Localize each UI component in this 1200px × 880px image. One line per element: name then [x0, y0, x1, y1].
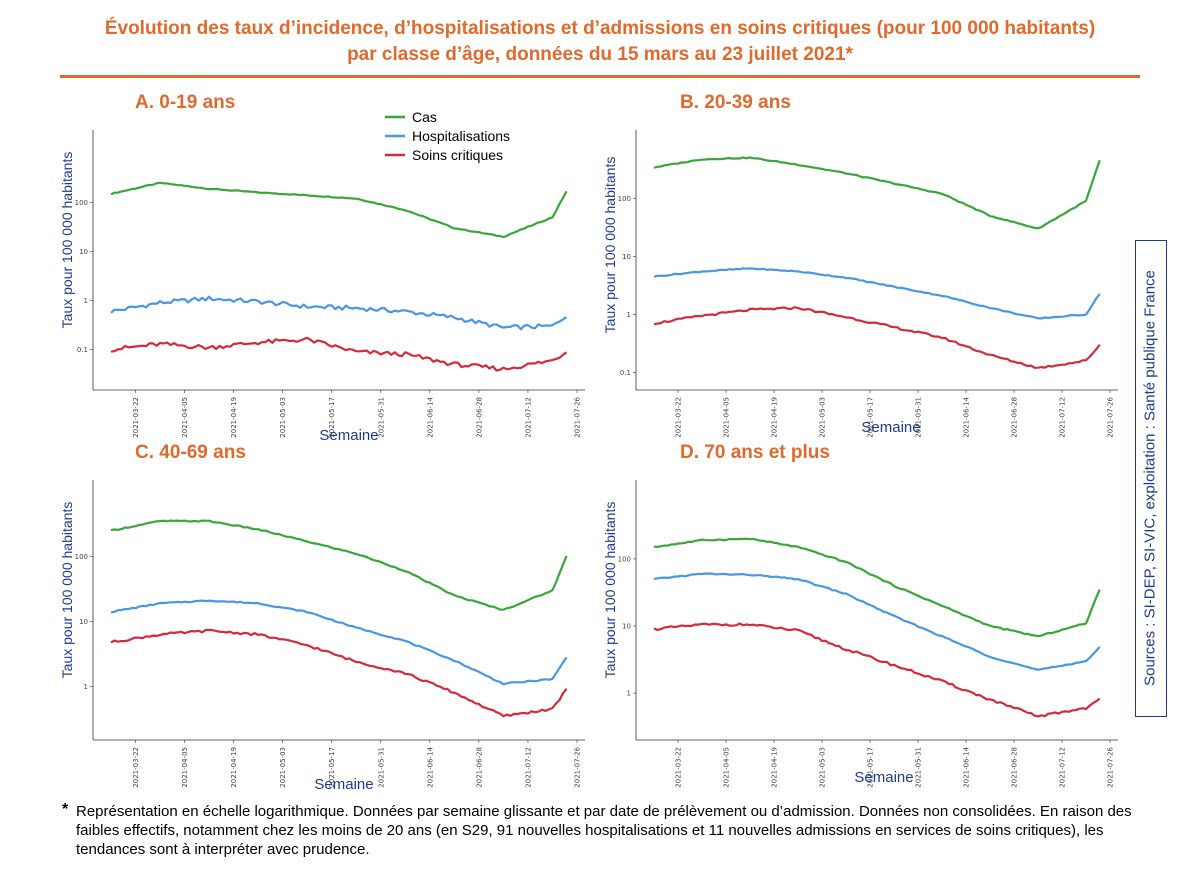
x-axis-label: Semaine: [319, 427, 378, 444]
series-line-soins-critiques: [653, 306, 1101, 369]
footnote: * Représentation en échelle logarithmiqu…: [62, 801, 1142, 859]
x-tick-label: 2021-07-26: [1107, 396, 1115, 437]
series-line-hospitalisations: [653, 572, 1101, 671]
x-tick-label: 2021-07-26: [574, 746, 582, 787]
x-tick-label: 2021-05-17: [328, 747, 336, 788]
y-tick-label: 1: [627, 690, 631, 698]
x-tick-label: 2021-03-22: [132, 747, 140, 788]
x-tick-label: 2021-06-28: [1011, 747, 1019, 788]
series-line-soins-critiques: [110, 336, 568, 372]
x-tick-label: 2021-03-22: [675, 397, 683, 438]
x-tick-label: 2021-04-19: [771, 747, 779, 788]
x-tick-label: 2021-07-12: [1059, 397, 1067, 438]
y-tick-label: 1: [84, 297, 88, 305]
panel-title: B. 20-39 ans: [680, 92, 791, 113]
series-line-cas: [653, 156, 1101, 230]
x-tick-label: 2021-04-05: [181, 747, 189, 788]
x-tick-label: 2021-05-03: [279, 397, 287, 438]
x-tick-label: 2021-06-28: [475, 747, 483, 788]
y-axis-label: Taux pour 100 000 habitants: [59, 152, 75, 329]
x-tick-label: 2021-06-14: [963, 396, 971, 437]
x-tick-label: 2021-04-05: [723, 397, 731, 438]
legend-label-soins-critiques: Soins critiques: [412, 147, 503, 163]
y-tick-label: 10: [622, 623, 631, 631]
y-axis-label: Taux pour 100 000 habitants: [602, 157, 618, 334]
y-tick-label: 1: [627, 311, 631, 319]
y-tick-label: 0.1: [77, 346, 88, 354]
source-note: Sources : SI-DEP, SI-VIC, exploitation :…: [1141, 270, 1159, 686]
legend-label-hospitalisations: Hospitalisations: [412, 128, 510, 144]
series-line-hospitalisations: [653, 267, 1101, 320]
x-tick-label: 2021-07-12: [524, 747, 532, 788]
footnote-text: Représentation en échelle logarithmique.…: [76, 803, 1132, 858]
legend: Cas Hospitalisations Soins critiques: [385, 109, 510, 163]
x-tick-label: 2021-03-22: [132, 397, 140, 438]
y-axis-label: Taux pour 100 000 habitants: [59, 502, 75, 679]
x-tick-label: 2021-06-14: [963, 746, 971, 787]
x-tick-label: 2021-04-19: [230, 397, 238, 438]
y-axis-label: Taux pour 100 000 habitants: [602, 502, 618, 679]
y-tick-label: 10: [79, 618, 88, 626]
series-line-cas: [110, 181, 568, 239]
series-line-hospitalisations: [110, 295, 568, 331]
x-tick-label: 2021-05-03: [279, 747, 287, 788]
x-tick-label: 2021-04-05: [181, 397, 189, 438]
x-tick-label: 2021-06-28: [1011, 397, 1019, 438]
x-tick-label: 2021-04-05: [723, 747, 731, 788]
y-tick-label: 10: [79, 248, 88, 256]
x-tick-label: 2021-05-17: [328, 397, 336, 438]
x-tick-label: 2021-05-31: [377, 747, 385, 788]
x-tick-label: 2021-06-28: [475, 397, 483, 438]
series-line-soins-critiques: [653, 622, 1101, 718]
series-line-soins-critiques: [110, 628, 568, 718]
series-line-cas: [110, 519, 568, 611]
source-box: [1135, 240, 1167, 717]
series-line-hospitalisations: [110, 599, 568, 686]
y-tick-label: 100: [75, 553, 88, 561]
page-title: Évolution des taux d’incidence, d’hospit…: [0, 16, 1200, 68]
x-tick-label: 2021-05-17: [867, 747, 875, 788]
panel-title: D. 70 ans et plus: [680, 442, 830, 463]
y-tick-label: 100: [618, 555, 631, 563]
x-tick-label: 2021-06-14: [426, 396, 434, 437]
chart-panel-1: 0.1 1 10 100 2021-03-22 2021-04-05 2021-04-19 2…: [59, 92, 585, 444]
footnote-star: *: [62, 801, 69, 818]
x-tick-label: 2021-05-31: [915, 747, 923, 788]
y-tick-label: 0.1: [620, 369, 631, 377]
y-tick-label: 100: [75, 199, 88, 207]
x-tick-label: 2021-05-31: [377, 397, 385, 438]
x-axis-label: Semaine: [854, 769, 913, 786]
x-tick-label: 2021-04-19: [230, 747, 238, 788]
x-tick-label: 2021-07-26: [574, 396, 582, 437]
x-tick-label: 2021-05-03: [819, 747, 827, 788]
panel-title: C. 40-69 ans: [135, 442, 246, 463]
title-line-1: Évolution des taux d’incidence, d’hospit…: [104, 18, 1096, 39]
x-tick-label: 2021-05-17: [867, 397, 875, 438]
x-tick-label: 2021-03-22: [675, 747, 683, 788]
x-tick-label: 2021-04-19: [771, 397, 779, 438]
x-axis-label: Semaine: [861, 419, 920, 436]
legend-label-cas: Cas: [412, 109, 437, 125]
panel-title: A. 0-19 ans: [135, 92, 235, 113]
x-tick-label: 2021-07-12: [1059, 747, 1067, 788]
x-tick-label: 2021-05-31: [915, 397, 923, 438]
series-line-cas: [653, 537, 1101, 638]
x-axis-label: Semaine: [314, 776, 373, 793]
chart-panel-4: 1 10 100 2021-03-22 2021-04-05 2021-04-19 2021…: [602, 442, 1118, 788]
chart-panel-2: 0.1 1 10 100 2021-03-22 2021-04-05 2021-04-19 2…: [602, 92, 1118, 438]
title-line-2: par classe d’âge, données du 15 mars au …: [347, 44, 853, 65]
y-tick-label: 1: [84, 683, 88, 691]
x-tick-label: 2021-07-12: [524, 397, 532, 438]
x-tick-label: 2021-06-14: [426, 746, 434, 787]
chart-panel-3: 1 10 100 2021-03-22 2021-04-05 2021-04-19 2021…: [59, 442, 585, 793]
y-tick-label: 10: [622, 253, 631, 261]
title-divider: [60, 75, 1140, 78]
y-tick-label: 100: [618, 195, 631, 203]
x-tick-label: 2021-07-26: [1107, 746, 1115, 787]
x-tick-label: 2021-05-03: [819, 397, 827, 438]
